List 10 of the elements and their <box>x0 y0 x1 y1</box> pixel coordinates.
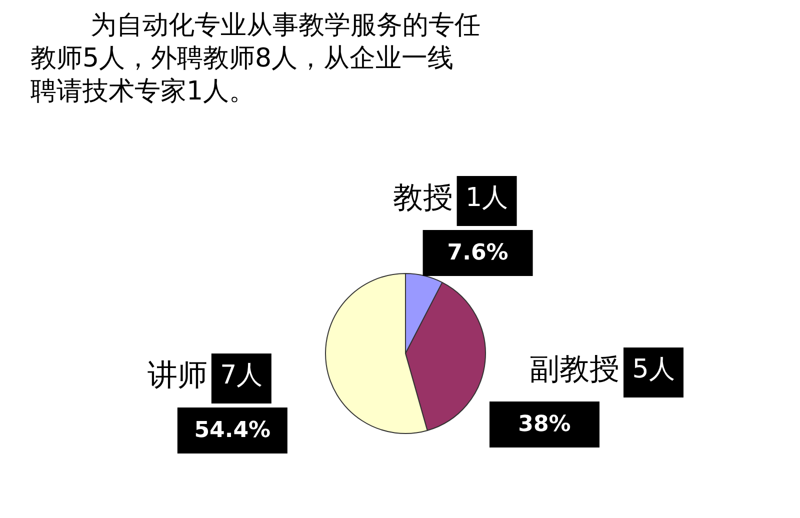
data-label: 7.6% <box>447 240 508 266</box>
data-label: 54.4% <box>194 418 271 444</box>
chart-title: 为自动化专业从事教学服务的专任教师5人，外聘教师8人，从企业一线聘请技术专家1人。 <box>30 10 480 106</box>
slice-label: 教授 <box>392 180 453 216</box>
text: 7人 <box>220 360 263 391</box>
text: 5人 <box>632 354 675 385</box>
data-label: 38% <box>518 412 571 438</box>
slice-label: 副教授 <box>529 352 620 388</box>
slice-label: 讲师 <box>147 358 208 394</box>
text: 1人 <box>466 183 508 214</box>
